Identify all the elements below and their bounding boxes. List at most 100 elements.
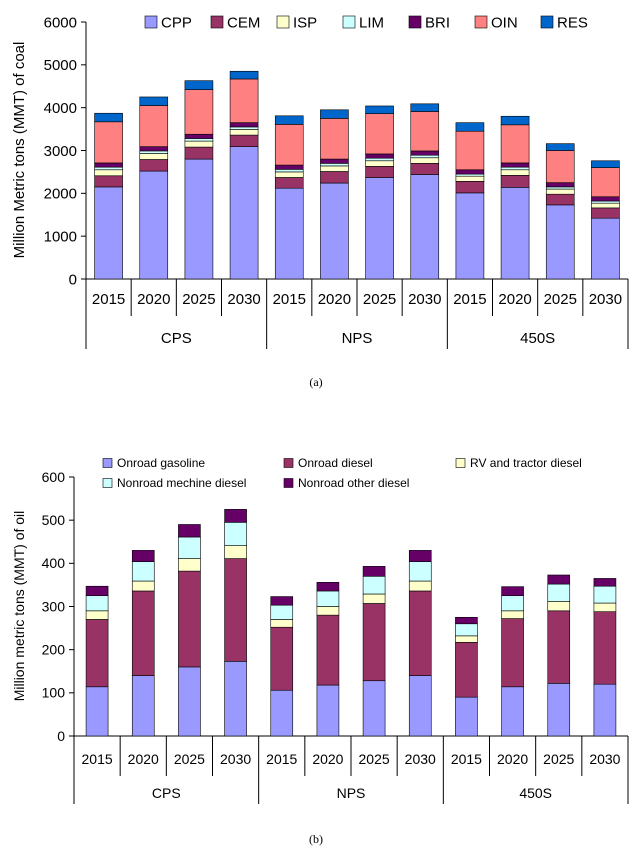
bar-segment bbox=[316, 606, 340, 616]
bar-segment bbox=[455, 192, 485, 280]
bar-segment bbox=[320, 171, 349, 184]
bar-segment bbox=[500, 175, 530, 188]
bar-segment bbox=[455, 181, 485, 194]
bar-segment bbox=[455, 169, 485, 175]
x-tick-label: 2015 bbox=[82, 751, 113, 767]
bar-segment bbox=[139, 96, 169, 106]
x-tick-label: 2020 bbox=[318, 291, 351, 308]
bar-segment bbox=[362, 593, 386, 604]
bar-segment bbox=[178, 524, 201, 538]
figure-caption: (b) bbox=[309, 832, 323, 846]
x-tick-label: 2015 bbox=[451, 751, 482, 767]
group-label: CPS bbox=[161, 330, 192, 347]
bar-segment bbox=[365, 166, 394, 178]
bar-segment bbox=[270, 689, 294, 737]
bar-segment bbox=[131, 561, 155, 582]
x-tick-label: 2025 bbox=[543, 751, 574, 767]
bar-segment bbox=[224, 522, 247, 546]
bar-segment bbox=[408, 580, 432, 592]
bar-segment bbox=[274, 164, 304, 170]
bar-segment bbox=[547, 610, 571, 684]
bar-segment bbox=[229, 129, 259, 136]
bar-segment bbox=[365, 105, 394, 114]
bar-segment bbox=[94, 112, 123, 123]
bar-segment bbox=[229, 70, 259, 80]
legend-label: Nonroad other diesel bbox=[298, 476, 409, 490]
bar-segment bbox=[365, 153, 394, 159]
y-tick-label: 2000 bbox=[44, 186, 77, 203]
bar-segment bbox=[591, 200, 620, 204]
x-tick-label: 2015 bbox=[273, 291, 306, 308]
bar-segment bbox=[184, 133, 214, 139]
y-tick-label: 1000 bbox=[44, 228, 77, 245]
bar-segment bbox=[500, 162, 530, 168]
bar-segment bbox=[455, 635, 478, 643]
y-tick-label: 300 bbox=[42, 598, 66, 614]
bar-segment bbox=[316, 614, 340, 686]
bar-segment bbox=[455, 122, 485, 132]
bar-segment bbox=[94, 121, 123, 164]
group-label: CPS bbox=[152, 785, 181, 801]
bar-segment bbox=[320, 165, 349, 172]
group-label: 450S bbox=[520, 330, 555, 347]
bar-segment bbox=[274, 115, 304, 125]
bar-segment bbox=[455, 130, 485, 171]
bar-segment bbox=[365, 160, 394, 167]
bar-segment bbox=[85, 585, 109, 597]
legend-label: CPP bbox=[161, 14, 192, 31]
bar-segment bbox=[408, 675, 432, 737]
bar-segment bbox=[547, 601, 571, 612]
bar-segment bbox=[139, 105, 169, 147]
bar-segment bbox=[224, 558, 247, 662]
bar-segment bbox=[410, 103, 440, 112]
x-tick-label: 2030 bbox=[589, 291, 622, 308]
bar-segment bbox=[408, 550, 432, 562]
bar-segment bbox=[274, 187, 304, 280]
bar-segment bbox=[593, 602, 617, 612]
y-tick-label: 4000 bbox=[44, 100, 77, 117]
x-tick-label: 2030 bbox=[589, 751, 620, 767]
bar-segment bbox=[178, 536, 201, 559]
bar-segment bbox=[274, 124, 304, 166]
bar-segment bbox=[545, 182, 575, 188]
bar-segment bbox=[94, 162, 123, 168]
bar-segment bbox=[94, 169, 123, 177]
legend-label: RES bbox=[557, 14, 588, 31]
legend-swatch bbox=[102, 478, 113, 488]
y-axis-label: Million Metric tons (MMT) of coal bbox=[11, 42, 28, 259]
bar-segment bbox=[131, 580, 155, 592]
bar-segment bbox=[547, 574, 571, 585]
x-tick-label: 2020 bbox=[497, 751, 528, 767]
bar-segment bbox=[224, 509, 247, 523]
bar-segment bbox=[362, 575, 386, 595]
bar-segment bbox=[500, 166, 530, 171]
x-tick-label: 2015 bbox=[92, 291, 125, 308]
bar-segment bbox=[545, 204, 575, 280]
bar-segment bbox=[501, 610, 524, 619]
bar-segment bbox=[362, 566, 386, 577]
x-tick-label: 2030 bbox=[220, 751, 251, 767]
bar-segment bbox=[455, 173, 485, 177]
x-tick-label: 2025 bbox=[359, 751, 390, 767]
legend-label: Onroad diesel bbox=[298, 456, 373, 470]
bar-segment bbox=[410, 174, 440, 280]
bar-segment bbox=[139, 159, 169, 172]
bar-segment bbox=[591, 167, 620, 198]
bar-segment bbox=[362, 603, 386, 682]
bar-segment bbox=[408, 590, 432, 676]
bar-segment bbox=[593, 683, 617, 737]
y-tick-label: 0 bbox=[69, 271, 77, 288]
bar-segment bbox=[316, 684, 340, 737]
bar-segment bbox=[184, 80, 214, 90]
y-tick-label: 400 bbox=[42, 555, 66, 571]
bar-segment bbox=[139, 170, 169, 280]
y-tick-label: 500 bbox=[42, 512, 66, 528]
bar-segment bbox=[500, 124, 530, 164]
bar-segment bbox=[545, 188, 575, 195]
bar-segment bbox=[229, 122, 259, 128]
bar-segment bbox=[455, 175, 485, 182]
y-tick-label: 200 bbox=[42, 642, 66, 658]
y-tick-label: 0 bbox=[57, 728, 65, 744]
x-tick-label: 2030 bbox=[227, 291, 260, 308]
